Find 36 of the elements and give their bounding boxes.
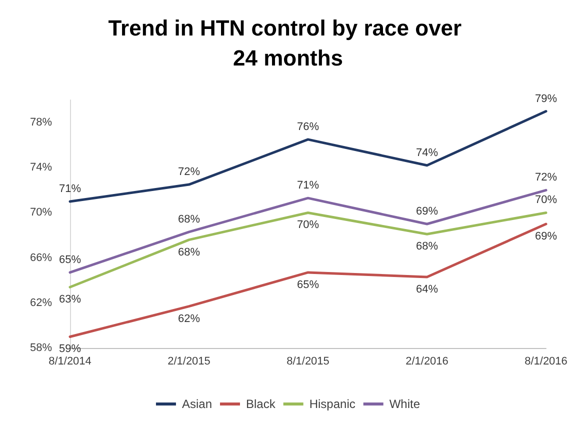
data-label: 69%	[534, 230, 558, 242]
data-label: 62%	[178, 312, 200, 325]
x-tick-label: 8/1/2015	[286, 356, 330, 368]
y-tick-label: 58%	[30, 342, 52, 354]
data-label: 74%	[416, 146, 438, 159]
legend-label: Hispanic	[309, 397, 356, 411]
chart-title: Trend in HTN control by race over 24 months	[108, 16, 468, 70]
y-tick-label: 62%	[30, 296, 52, 309]
data-label: 65%	[296, 278, 320, 291]
data-label: 68%	[178, 213, 200, 226]
legend-label: Black	[246, 397, 276, 411]
data-label: 69%	[416, 206, 438, 218]
y-tick-label: 70%	[30, 206, 52, 219]
data-label: 70%	[534, 194, 558, 206]
data-label: 65%	[58, 254, 82, 266]
data-label: 71%	[296, 180, 320, 192]
x-tick-label: 2/1/2016	[406, 356, 448, 368]
data-label: 68%	[416, 240, 438, 253]
data-label: 63%	[58, 294, 82, 306]
data-label: 79%	[534, 92, 558, 105]
data-label: 70%	[296, 219, 320, 232]
x-tick-label: 8/1/2014	[48, 356, 92, 368]
y-tick-label: 74%	[30, 162, 52, 174]
legend-label: Asian	[182, 397, 212, 411]
data-label: 72%	[534, 172, 558, 184]
data-label: 64%	[416, 283, 438, 296]
data-label: 76%	[296, 120, 320, 133]
data-label: 72%	[178, 166, 200, 178]
data-label: 59%	[58, 343, 82, 356]
y-tick-label: 78%	[30, 116, 52, 129]
data-label: 71%	[58, 182, 82, 195]
data-label: 68%	[178, 246, 200, 258]
x-tick-label: 8/1/2016	[524, 356, 568, 368]
y-tick-label: 66%	[30, 252, 52, 264]
x-tick-label: 2/1/2015	[168, 356, 210, 368]
legend-label: White	[389, 397, 420, 411]
